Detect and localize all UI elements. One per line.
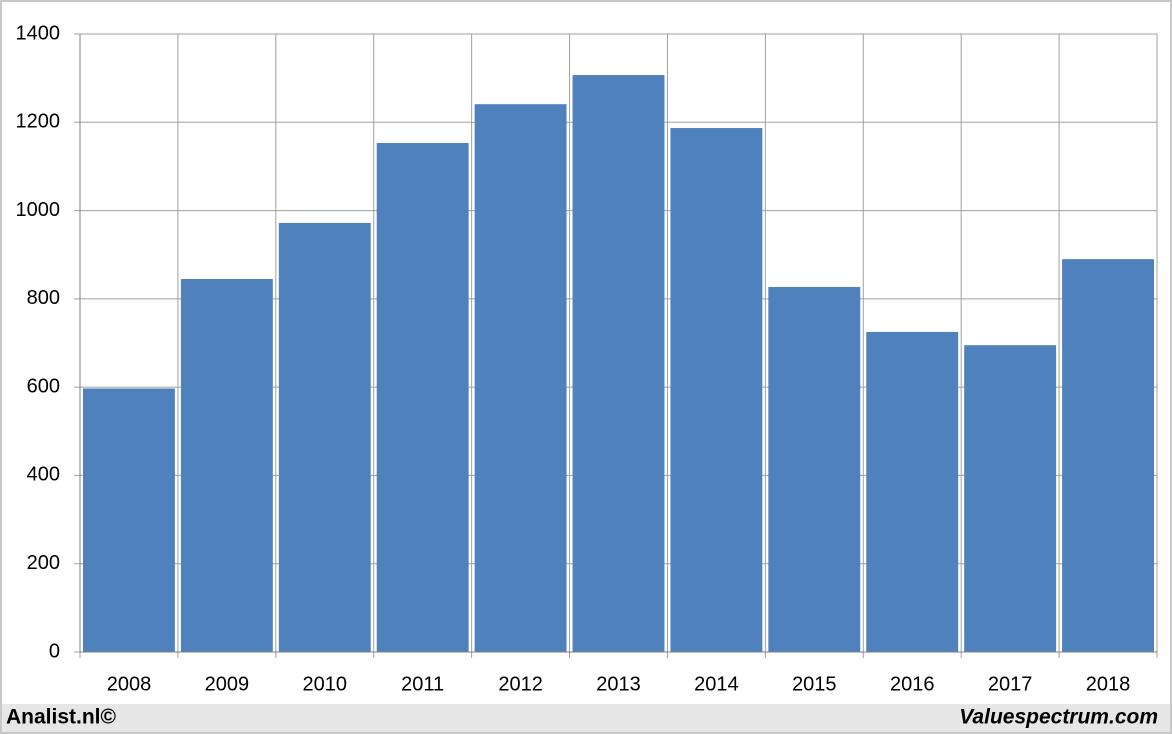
- bar: [670, 128, 763, 652]
- x-tick-label: 2016: [890, 673, 935, 695]
- y-tick-label: 1200: [16, 111, 61, 133]
- bar: [1062, 259, 1154, 652]
- y-tick-label: 200: [27, 552, 60, 574]
- footer-band: [2, 704, 1170, 732]
- bar: [964, 345, 1057, 652]
- bar: [278, 222, 371, 652]
- x-tick-label: 2014: [694, 673, 739, 695]
- y-tick-label: 600: [27, 375, 60, 397]
- bar: [180, 278, 273, 652]
- bar: [474, 104, 567, 653]
- x-tick-label: 2008: [107, 673, 152, 695]
- bar: [768, 286, 861, 652]
- x-tick-label: 2012: [498, 673, 543, 695]
- x-tick-label: 2010: [303, 673, 348, 695]
- bar: [572, 75, 665, 652]
- y-tick-label: 1400: [16, 22, 61, 44]
- footer-right: Valuespectrum.com: [959, 706, 1158, 729]
- y-tick-label: 400: [27, 464, 60, 486]
- x-tick-label: 2009: [205, 673, 250, 695]
- y-tick-label: 800: [27, 287, 60, 309]
- y-tick-label: 1000: [16, 199, 61, 221]
- x-tick-label: 2013: [596, 673, 641, 695]
- bar: [83, 388, 175, 652]
- x-tick-label: 2011: [401, 673, 444, 695]
- x-tick-label: 2018: [1086, 673, 1131, 695]
- x-tick-label: 2017: [988, 673, 1033, 695]
- y-tick-label: 0: [49, 640, 60, 662]
- bar: [376, 143, 469, 653]
- x-tick-label: 2015: [792, 673, 837, 695]
- bar: [866, 331, 959, 652]
- footer-left: Analist.nl©: [6, 706, 117, 729]
